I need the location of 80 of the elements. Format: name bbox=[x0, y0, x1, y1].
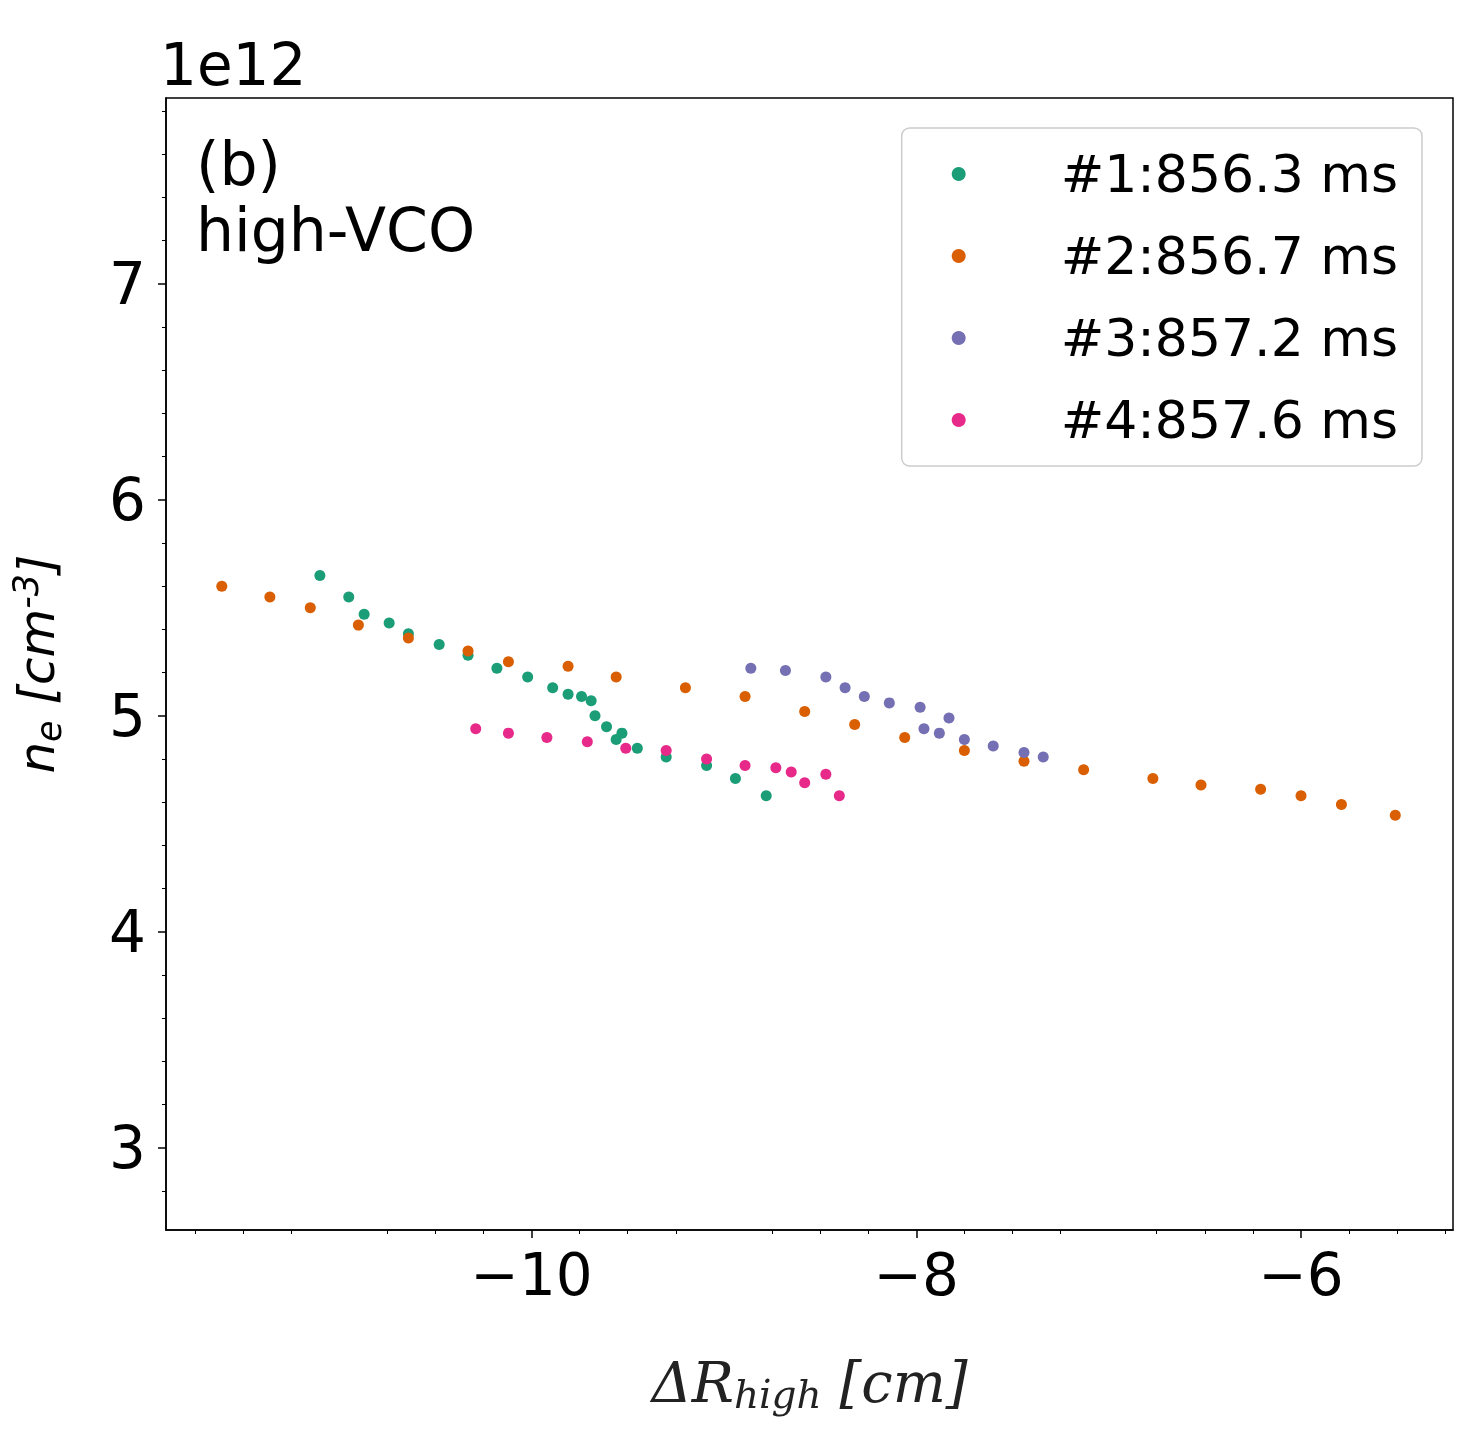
point bbox=[358, 608, 370, 620]
point bbox=[1195, 779, 1207, 791]
point bbox=[1295, 790, 1307, 802]
point bbox=[547, 682, 559, 694]
point bbox=[502, 727, 514, 739]
point bbox=[779, 664, 791, 676]
y-axis-title: ne [cm-3] bbox=[5, 554, 69, 774]
point bbox=[839, 682, 851, 694]
point bbox=[739, 760, 751, 772]
point bbox=[701, 753, 713, 765]
point bbox=[660, 744, 672, 756]
point bbox=[1255, 783, 1267, 795]
x-tick-label: −8 bbox=[873, 1241, 960, 1309]
point bbox=[883, 697, 895, 709]
point bbox=[1078, 764, 1090, 776]
legend-label: #4:857.6 ms bbox=[1060, 390, 1399, 450]
point bbox=[470, 723, 482, 735]
point bbox=[739, 690, 751, 702]
point bbox=[491, 662, 503, 674]
y-tick-label: 6 bbox=[109, 465, 146, 534]
point bbox=[541, 731, 553, 743]
point bbox=[1037, 751, 1049, 763]
point bbox=[585, 695, 597, 707]
point bbox=[522, 671, 534, 683]
point bbox=[383, 617, 395, 629]
point bbox=[576, 690, 588, 702]
point bbox=[562, 660, 574, 672]
point bbox=[343, 591, 355, 603]
point bbox=[631, 742, 643, 754]
point bbox=[601, 721, 613, 733]
point bbox=[833, 790, 845, 802]
x-tick-label: −10 bbox=[470, 1241, 593, 1309]
point bbox=[352, 619, 364, 631]
point bbox=[1018, 747, 1030, 759]
y-tick-label: 7 bbox=[109, 249, 146, 318]
point bbox=[918, 723, 930, 735]
point bbox=[943, 712, 955, 724]
point bbox=[314, 569, 326, 581]
point bbox=[899, 731, 911, 743]
annotation: 1e12 bbox=[160, 31, 307, 99]
point bbox=[502, 656, 514, 668]
point bbox=[462, 645, 474, 657]
point bbox=[433, 639, 445, 651]
point bbox=[785, 766, 797, 778]
point bbox=[760, 790, 772, 802]
point bbox=[745, 662, 757, 674]
point bbox=[770, 762, 782, 774]
point bbox=[610, 671, 622, 683]
point bbox=[581, 736, 593, 748]
y-tick-label: 5 bbox=[109, 681, 146, 750]
point bbox=[820, 768, 832, 780]
point bbox=[610, 734, 622, 746]
x-tick-label: −6 bbox=[1258, 1241, 1344, 1309]
point bbox=[933, 727, 945, 739]
point bbox=[1335, 798, 1347, 810]
point bbox=[914, 701, 926, 713]
point bbox=[304, 602, 316, 614]
legend-label: #1:856.3 ms bbox=[1060, 144, 1399, 204]
point bbox=[1147, 773, 1159, 784]
point bbox=[799, 706, 811, 718]
point bbox=[216, 580, 228, 592]
point bbox=[958, 734, 970, 746]
point bbox=[987, 740, 999, 752]
point bbox=[729, 773, 741, 784]
point bbox=[799, 777, 811, 789]
point bbox=[849, 718, 861, 730]
point bbox=[858, 690, 870, 702]
legend-label: #3:857.2 ms bbox=[1060, 308, 1399, 368]
point bbox=[958, 744, 970, 756]
point bbox=[264, 591, 276, 603]
point bbox=[620, 742, 632, 754]
point bbox=[679, 682, 691, 694]
point bbox=[589, 710, 601, 722]
point bbox=[402, 632, 414, 644]
y-tick-label: 4 bbox=[109, 897, 146, 966]
point bbox=[562, 688, 574, 700]
point bbox=[1389, 809, 1401, 821]
point bbox=[820, 671, 832, 683]
y-tick-label: 3 bbox=[109, 1113, 146, 1182]
legend-label: #2:856.7 ms bbox=[1060, 226, 1399, 286]
